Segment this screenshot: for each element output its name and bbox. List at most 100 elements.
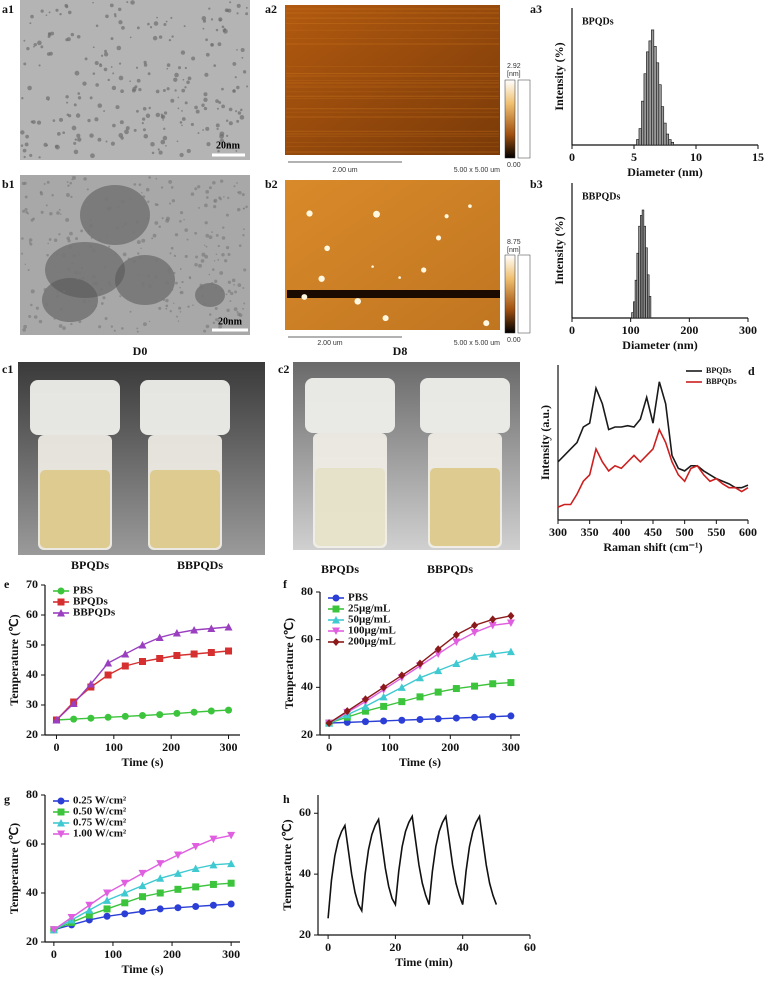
legend-label: 0.50 W/cm²: [73, 806, 127, 818]
tem-particle: [173, 302, 175, 304]
marker: [103, 905, 111, 913]
tem-particle: [142, 195, 146, 199]
x-tick-label: 0: [569, 150, 575, 164]
tem-particle: [246, 85, 249, 88]
tem-particle: [100, 54, 104, 57]
marker: [192, 902, 200, 910]
image-panels: [18, 0, 531, 555]
histogram-bar: [656, 62, 660, 146]
tem-particle: [138, 183, 142, 186]
tem-particle: [23, 39, 26, 42]
tem-particle: [67, 267, 71, 271]
marker: [139, 658, 146, 665]
tem-particle: [221, 104, 226, 109]
tem-particle: [239, 115, 245, 120]
histogram-bar: [638, 128, 642, 146]
afm-spot: [468, 204, 472, 208]
tem-particle: [212, 268, 215, 271]
tube-liquid: [315, 468, 385, 546]
tem-particle: [203, 302, 206, 306]
tem-particle: [166, 87, 170, 91]
legend-label: 25μg/mL: [348, 603, 390, 615]
tem-particle: [236, 119, 240, 123]
tem-particle: [30, 14, 34, 19]
tem-particle: [184, 228, 189, 232]
marker: [471, 621, 479, 630]
tem-particle: [231, 278, 236, 283]
marker: [103, 889, 112, 897]
tem-particle: [89, 133, 94, 138]
marker: [488, 649, 497, 658]
tem-particle: [215, 233, 219, 237]
tem-particle: [224, 259, 228, 263]
marker: [121, 662, 129, 670]
tem-particle: [104, 49, 107, 53]
tem-particle: [80, 229, 84, 233]
tem-particle: [121, 327, 124, 330]
legend-label: PBS: [348, 592, 368, 604]
tem-particle: [66, 113, 70, 117]
tem-particle: [74, 270, 78, 275]
tem-particle: [99, 63, 102, 66]
marker: [139, 907, 146, 915]
tem-particle: [103, 52, 109, 57]
histogram-bar: [648, 296, 652, 319]
x-tick-label: 0: [326, 740, 332, 754]
colorbar-max: 8.75: [507, 239, 521, 246]
tem-particle: [225, 246, 230, 250]
x-tick-label: 100: [622, 323, 640, 337]
tem-particle: [104, 197, 109, 201]
tem-particle: [173, 254, 177, 257]
tem-particle: [203, 97, 208, 103]
tem-particle: [90, 153, 95, 159]
x-axis-title: Raman shift (cm⁻¹): [603, 540, 702, 554]
legend-label: BBPQDs: [73, 607, 116, 619]
tem-particle: [63, 290, 66, 293]
tem-particle: [212, 180, 216, 185]
y-tick-label: 20: [26, 727, 38, 741]
tem-particle: [195, 255, 199, 259]
marker: [416, 716, 424, 724]
tube-liquid: [40, 470, 110, 548]
tem-particle: [132, 231, 135, 234]
histogram-bar: [668, 139, 672, 146]
tem-particle: [120, 89, 124, 94]
legend-label: BPQDs: [706, 366, 731, 375]
tem-particle: [198, 263, 202, 268]
tem-particle: [147, 200, 150, 203]
tem-particle: [208, 186, 212, 190]
marker: [67, 914, 76, 922]
y-tick-label: 20: [26, 934, 38, 948]
tem-particle: [38, 319, 43, 324]
tem-particle: [73, 103, 77, 107]
tem-particle: [105, 140, 108, 143]
tem-particle: [210, 43, 214, 47]
tem-particle: [166, 67, 169, 70]
tem-particle: [183, 25, 186, 28]
tem-particle: [134, 85, 138, 89]
x-tick-label: 300: [222, 947, 240, 961]
tem-particle: [106, 206, 111, 210]
tem-particle: [154, 221, 159, 225]
panel-label: a2: [265, 2, 277, 16]
tem-particle: [208, 273, 211, 276]
tem-particle: [143, 60, 147, 64]
y-tick-label: 50: [26, 637, 38, 651]
x-tick-label: 0: [569, 323, 575, 337]
series-line: [327, 813, 498, 919]
tem-particle: [118, 7, 122, 12]
tem-particle: [171, 35, 174, 38]
tem-particle: [179, 121, 183, 124]
x-tick-label: 100: [381, 740, 399, 754]
marker: [120, 879, 129, 888]
tem-particle: [148, 106, 151, 110]
marker: [138, 641, 147, 649]
tem-particle: [28, 315, 32, 319]
marker: [120, 889, 129, 897]
tem-particle: [139, 256, 142, 259]
tem-particle: [81, 276, 85, 280]
tem-particle: [73, 141, 77, 145]
tem-particle: [94, 60, 99, 66]
tem-particle: [21, 252, 24, 255]
tem-particle: [121, 26, 125, 30]
